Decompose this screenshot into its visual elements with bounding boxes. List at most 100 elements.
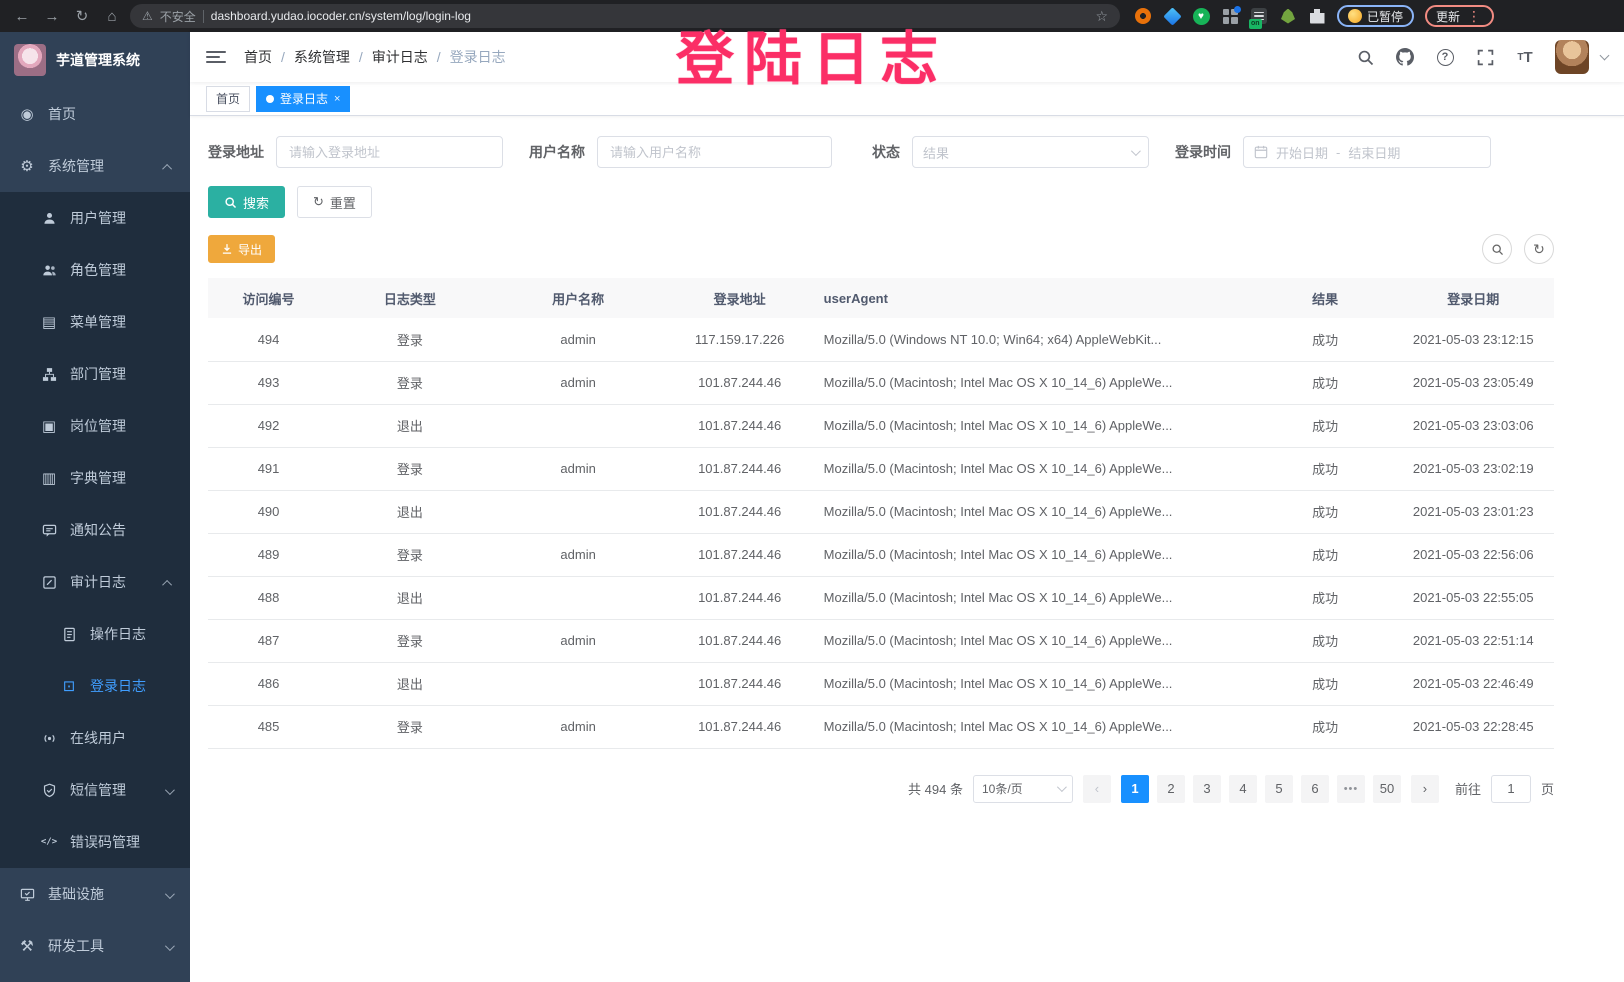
sidebar-item-login-log[interactable]: ⊡ 登录日志 bbox=[0, 660, 190, 712]
browser-back-icon[interactable]: ← bbox=[14, 7, 30, 25]
username-input[interactable] bbox=[597, 136, 832, 168]
breadcrumb-item[interactable]: 系统管理 bbox=[293, 49, 350, 65]
address-bar[interactable]: ⚠ 不安全 dashboard.yudao.iocoder.cn/system/… bbox=[130, 4, 1120, 28]
page-1-button[interactable]: 1 bbox=[1120, 774, 1149, 803]
fullscreen-icon[interactable] bbox=[1475, 47, 1495, 67]
sidebar-logo-row[interactable]: 芋道管理系统 bbox=[0, 32, 190, 88]
cell-result: 成功 bbox=[1257, 490, 1393, 534]
search-icon[interactable] bbox=[1355, 47, 1375, 67]
sidebar-item-label: 基础设施 bbox=[48, 886, 104, 902]
goto-page-input[interactable] bbox=[1490, 774, 1531, 803]
github-icon[interactable] bbox=[1395, 47, 1415, 67]
browser-forward-icon[interactable]: → bbox=[44, 7, 60, 25]
sidebar-item-dict-mgmt[interactable]: ▥ 字典管理 bbox=[0, 452, 190, 504]
tab-home[interactable]: 首页 bbox=[206, 85, 251, 112]
browser-home-icon[interactable]: ⌂ bbox=[107, 7, 117, 25]
sidebar-item-dev-tools[interactable]: ⚒ 研发工具 bbox=[0, 920, 190, 972]
sidebar-item-post-mgmt[interactable]: ▣ 岗位管理 bbox=[0, 400, 190, 452]
tree-icon bbox=[40, 367, 58, 382]
cell-login-ip: 101.87.244.46 bbox=[665, 404, 814, 448]
sidebar-item-label: 系统管理 bbox=[48, 158, 104, 174]
total-count: 共 494 条 bbox=[908, 782, 963, 797]
sidebar-item-label: 岗位管理 bbox=[70, 418, 126, 434]
bookmark-star-icon[interactable]: ☆ bbox=[1095, 7, 1108, 24]
sidebar-item-role-mgmt[interactable]: 角色管理 bbox=[0, 244, 190, 296]
hamburger-icon[interactable] bbox=[206, 51, 226, 63]
edit-square-icon bbox=[40, 575, 58, 590]
sidebar-item-home[interactable]: ◉ 首页 bbox=[0, 88, 190, 140]
sidebar-item-user-mgmt[interactable]: 用户管理 bbox=[0, 192, 190, 244]
emoji-icon bbox=[1348, 9, 1362, 23]
date-range-picker[interactable]: 开始日期 - 结束日期 bbox=[1243, 136, 1491, 168]
refresh-button[interactable]: ↻ bbox=[1524, 234, 1554, 264]
page-4-button[interactable]: 4 bbox=[1228, 774, 1257, 803]
cell-username: admin bbox=[490, 318, 666, 362]
login-log-icon: ⊡ bbox=[62, 677, 76, 695]
next-page-button[interactable]: › bbox=[1410, 774, 1439, 803]
tab-login-log[interactable]: 登录日志 × bbox=[256, 85, 351, 112]
login-ip-input[interactable] bbox=[276, 136, 503, 168]
sidebar-item-online-user[interactable]: 在线用户 bbox=[0, 712, 190, 764]
close-icon[interactable]: × bbox=[334, 92, 341, 105]
browser-menu-icon[interactable]: ⋮ bbox=[1467, 7, 1482, 24]
breadcrumb-item-current: 登录日志 bbox=[449, 49, 506, 65]
sidebar-item-audit-log[interactable]: 审计日志 bbox=[0, 556, 190, 608]
paused-pill[interactable]: 已暂停 bbox=[1337, 5, 1415, 27]
chevron-down-icon[interactable] bbox=[1599, 50, 1610, 60]
shield-icon bbox=[40, 783, 58, 798]
sidebar-item-infrastructure[interactable]: 基础设施 bbox=[0, 868, 190, 920]
breadcrumb-separator: / bbox=[281, 49, 285, 65]
cell-log-type: 退出 bbox=[329, 576, 491, 620]
extension-grid-icon[interactable] bbox=[1221, 5, 1241, 25]
export-button[interactable]: 导出 bbox=[208, 235, 276, 263]
download-icon bbox=[222, 244, 232, 254]
status-select[interactable]: 结果 bbox=[912, 136, 1149, 168]
page-size-select[interactable]: 10条/页 bbox=[972, 774, 1073, 803]
select-placeholder: 结果 bbox=[923, 145, 950, 161]
users-icon bbox=[40, 263, 58, 278]
table-row: 494 登录 admin 117.159.17.226 Mozilla/5.0 (Win… bbox=[208, 318, 1554, 362]
sidebar-item-error-code-mgmt[interactable]: </> 错误码管理 bbox=[0, 816, 190, 868]
help-icon[interactable]: ? bbox=[1435, 47, 1455, 67]
calendar-icon bbox=[1254, 145, 1268, 159]
sidebar-item-notice[interactable]: 通知公告 bbox=[0, 504, 190, 556]
cell-username: admin bbox=[490, 619, 666, 663]
cell-log-type: 退出 bbox=[329, 490, 491, 534]
toggle-search-button[interactable] bbox=[1482, 234, 1512, 264]
search-button-label: 搜索 bbox=[243, 195, 270, 211]
sidebar-item-operate-log[interactable]: 操作日志 bbox=[0, 608, 190, 660]
extension-list-on-icon[interactable]: on bbox=[1249, 7, 1268, 29]
bubble-icon bbox=[40, 523, 58, 538]
avatar[interactable] bbox=[1555, 40, 1589, 74]
reset-button[interactable]: ↻ 重置 bbox=[297, 186, 372, 218]
extension-plant-icon[interactable] bbox=[1279, 7, 1297, 25]
page-2-button[interactable]: 2 bbox=[1156, 774, 1185, 803]
sidebar-item-system-mgmt[interactable]: ⚙ 系统管理 bbox=[0, 140, 190, 192]
cell-result: 成功 bbox=[1257, 361, 1393, 405]
tags-view-bar: 首页 登录日志 × bbox=[190, 82, 1624, 116]
cell-user-agent: Mozilla/5.0 (Macintosh; Intel Mac OS X 1… bbox=[813, 447, 1258, 491]
cell-id: 487 bbox=[208, 619, 330, 663]
sidebar-item-label: 菜单管理 bbox=[70, 314, 126, 330]
sidebar-item-sms-mgmt[interactable]: 短信管理 bbox=[0, 764, 190, 816]
page-5-button[interactable]: 5 bbox=[1264, 774, 1293, 803]
browser-reload-icon[interactable]: ↻ bbox=[75, 8, 89, 25]
page-50-button[interactable]: 50 bbox=[1372, 774, 1401, 803]
page-3-button[interactable]: 3 bbox=[1192, 774, 1221, 803]
extension-orange-icon[interactable] bbox=[1134, 7, 1152, 25]
extension-heart-icon[interactable]: ♥ bbox=[1192, 7, 1210, 25]
extension-puzzle-icon[interactable] bbox=[1308, 7, 1326, 25]
breadcrumb-item[interactable]: 审计日志 bbox=[371, 49, 428, 65]
cell-id: 485 bbox=[208, 705, 330, 749]
extension-gem-icon[interactable] bbox=[1162, 6, 1182, 26]
breadcrumb-item[interactable]: 首页 bbox=[244, 49, 272, 65]
sidebar-item-label: 角色管理 bbox=[70, 262, 126, 278]
sidebar-item-menu-mgmt[interactable]: ▤ 菜单管理 bbox=[0, 296, 190, 348]
update-pill[interactable]: 更新 ⋮ bbox=[1425, 5, 1495, 27]
sidebar-item-dept-mgmt[interactable]: 部门管理 bbox=[0, 348, 190, 400]
page-ellipsis[interactable]: ••• bbox=[1336, 774, 1365, 803]
page-6-button[interactable]: 6 bbox=[1300, 774, 1329, 803]
prev-page-button[interactable]: ‹ bbox=[1082, 774, 1111, 803]
search-button[interactable]: 搜索 bbox=[208, 186, 286, 218]
